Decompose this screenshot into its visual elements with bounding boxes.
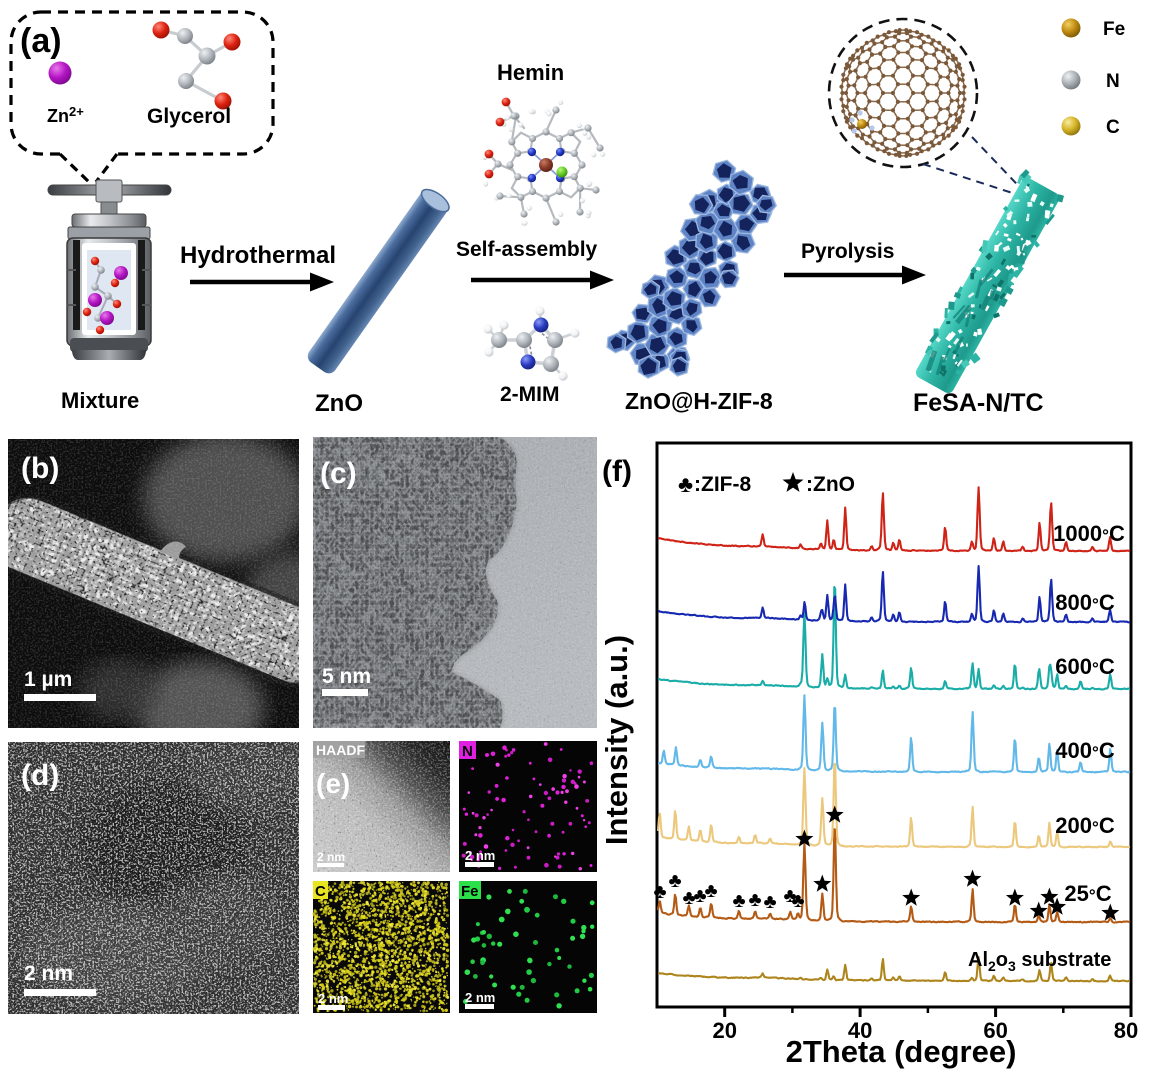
svg-text:♣: ♣ — [682, 887, 695, 909]
svg-text:25°C: 25°C — [1064, 881, 1111, 906]
svg-text:200°C: 200°C — [1055, 813, 1115, 838]
svg-text:(c): (c) — [320, 457, 357, 490]
svg-text:80: 80 — [1114, 1018, 1138, 1043]
svg-text:2 nm: 2 nm — [318, 991, 348, 1006]
svg-text:ZnO@H-ZIF-8: ZnO@H-ZIF-8 — [625, 388, 773, 414]
svg-text:(f): (f) — [602, 455, 632, 488]
svg-text:N: N — [1106, 71, 1120, 92]
svg-text:♣: ♣ — [763, 891, 776, 913]
svg-text:2 nm: 2 nm — [465, 990, 495, 1005]
svg-text:♣: ♣ — [748, 889, 761, 911]
svg-text:Intensity (a.u.): Intensity (a.u.) — [599, 635, 634, 845]
svg-text:400°C: 400°C — [1055, 738, 1115, 763]
svg-text:(b): (b) — [21, 452, 59, 485]
svg-text:(e): (e) — [316, 768, 350, 799]
svg-text:♣: ♣ — [791, 890, 804, 912]
svg-text:2 nm: 2 nm — [24, 962, 73, 985]
svg-text:60: 60 — [983, 1018, 1007, 1043]
svg-text:Mixture: Mixture — [61, 388, 139, 413]
svg-text:Glycerol: Glycerol — [147, 105, 231, 128]
svg-text:(a): (a) — [20, 22, 62, 60]
svg-text:600°C: 600°C — [1055, 654, 1115, 679]
svg-text:1000°C: 1000°C — [1053, 521, 1125, 546]
svg-text:2 nm: 2 nm — [465, 848, 495, 863]
svg-text:Pyrolysis: Pyrolysis — [801, 240, 894, 263]
svg-text:♣: ♣ — [732, 890, 745, 912]
svg-text:♣: ♣ — [693, 885, 706, 907]
svg-text:1 µm: 1 µm — [24, 668, 72, 691]
svg-text:Hydrothermal: Hydrothermal — [180, 242, 336, 269]
svg-text:♣: ♣ — [704, 880, 717, 902]
svg-text:HAADF: HAADF — [316, 742, 365, 758]
svg-text:C: C — [1106, 117, 1120, 138]
svg-text:♣: ♣ — [783, 885, 796, 907]
svg-text:Fe: Fe — [1103, 19, 1125, 40]
svg-text:5 nm: 5 nm — [322, 665, 371, 688]
svg-text:2-MIM: 2-MIM — [500, 383, 560, 406]
svg-text:♣: ♣ — [668, 870, 681, 892]
svg-text:C: C — [315, 883, 326, 900]
svg-text:Fe: Fe — [461, 883, 479, 900]
svg-text:Hemin: Hemin — [497, 60, 564, 85]
svg-text:♣: ♣ — [678, 471, 693, 497]
svg-text:ZnO: ZnO — [315, 390, 363, 417]
svg-text:2Theta (degree): 2Theta (degree) — [786, 1034, 1017, 1069]
svg-text:♣: ♣ — [653, 881, 666, 903]
svg-text:20: 20 — [712, 1018, 736, 1043]
svg-text:800°C: 800°C — [1055, 590, 1115, 615]
svg-text:Self-assembly: Self-assembly — [456, 238, 598, 261]
svg-text:N: N — [462, 743, 473, 760]
svg-text::ZIF-8: :ZIF-8 — [694, 473, 751, 496]
svg-text::ZnO: :ZnO — [806, 473, 855, 496]
svg-text:2 nm: 2 nm — [317, 850, 345, 864]
svg-text:FeSA-N/TC: FeSA-N/TC — [913, 389, 1044, 417]
svg-text:40: 40 — [848, 1018, 872, 1043]
svg-text:(d): (d) — [21, 759, 59, 792]
